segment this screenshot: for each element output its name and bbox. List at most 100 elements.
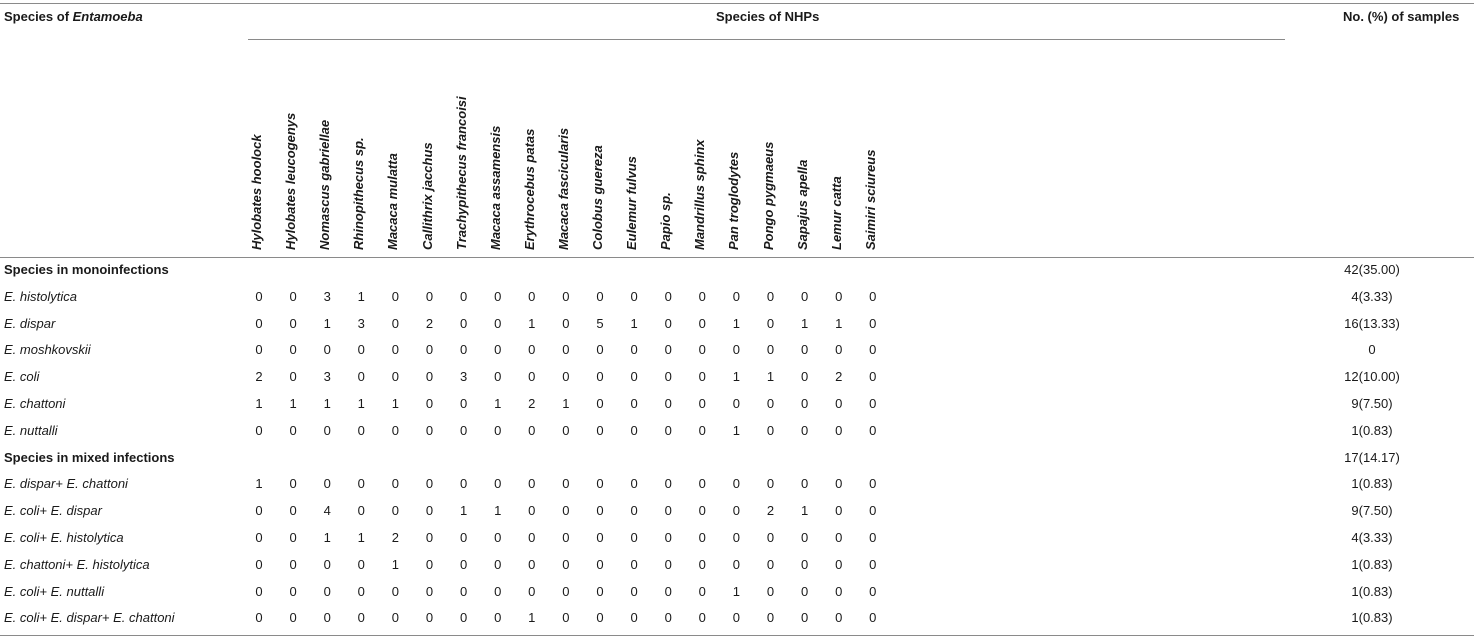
table-cell: 0 (596, 288, 604, 304)
row-label: E. coli+ E. dispar (4, 499, 102, 523)
table-cell: 0 (289, 610, 297, 626)
table-cell: 1 (732, 315, 740, 331)
table-cell: 0 (562, 342, 570, 358)
samples-total-cell: 1(0.83) (1351, 556, 1393, 572)
table-cell: 0 (766, 422, 775, 438)
table-cell: 1 (494, 503, 502, 519)
table-cell: 1 (630, 315, 638, 331)
table-cell: 0 (357, 503, 365, 519)
row-label-text: E. histolytica (4, 288, 77, 304)
table-cell: 0 (766, 315, 775, 331)
table-cell: 0 (698, 610, 706, 626)
table-cell: 0 (835, 503, 843, 519)
bottom-rule (0, 635, 1474, 636)
table-cell: 0 (562, 315, 570, 331)
row-label-text: E. dispar+ E. chattoni (4, 476, 128, 492)
row-label: E. moshkovskii (4, 338, 91, 362)
row-label-text: E. dispar (4, 315, 56, 331)
table-cell: 1 (528, 315, 536, 331)
table-cell: 0 (425, 530, 434, 545)
row-label-text: E. coli+ E. histolytica (4, 530, 124, 545)
table-cell: 0 (835, 583, 843, 599)
table-cell: 0 (425, 556, 434, 572)
row-label: E. coli (4, 365, 39, 389)
table-cell: 0 (630, 369, 638, 385)
row-label-text: E. moshkovskii (4, 342, 91, 358)
table-cell: 0 (835, 396, 843, 411)
table-cell: 0 (528, 503, 536, 519)
species-label-prefix: Species of (4, 9, 73, 24)
table-cell: 0 (289, 556, 297, 572)
table-cell: 0 (698, 530, 706, 545)
table-cell: 1 (357, 396, 365, 411)
nhp-column-label: Callithrix jacchus (419, 142, 435, 250)
table-cell: 0 (835, 288, 843, 304)
table-cell: 0 (630, 556, 638, 572)
table-cell: 0 (835, 530, 843, 545)
table-cell: 0 (835, 476, 843, 492)
table-cell: 0 (323, 610, 331, 626)
table-cell: 0 (494, 610, 502, 626)
nhp-column-label: Hylobates hoolock (249, 134, 264, 250)
table-cell: 0 (630, 422, 638, 438)
nhp-column-label: Sapajus apella (794, 159, 810, 250)
table-cell: 1 (800, 315, 809, 331)
table-cell: 0 (766, 342, 775, 358)
table-cell: 0 (869, 530, 877, 545)
nhp-column-label: Colobus guereza (590, 145, 605, 250)
nhp-group-header: Species of NHPs (716, 9, 820, 24)
table-cell: 0 (562, 556, 570, 572)
table-cell: 0 (698, 288, 706, 304)
table-cell: 0 (596, 342, 604, 358)
section-label: Species in monoinfections (4, 262, 169, 277)
table-row: E. dispar 0 0 1 3 0 2 0 0 1 0 5 1 0 0 1 0 1 1 0 16(13.33) (0, 312, 1474, 336)
table-row: E. moshkovskii 0 0 0 0 0 0 0 0 0 0 0 0 0 0 0 0 0 0 0 0 (0, 338, 1474, 362)
table-cell: 0 (323, 476, 331, 492)
table-cell: 0 (323, 583, 331, 599)
table-cell: 0 (459, 610, 468, 626)
table-cell: 0 (528, 476, 536, 492)
nhp-column-label: Macaca assamensis (487, 125, 503, 250)
table-cell: 0 (766, 556, 775, 572)
table-cell: 0 (664, 422, 672, 438)
table-cell: 0 (800, 288, 809, 304)
row-label: E. coli+ E. dispar+ E. chattoni (4, 606, 175, 630)
table-cell: 1 (357, 530, 365, 545)
nhp-column-label: Rhinopithecus sp. (351, 137, 367, 250)
table-cell: 0 (800, 369, 809, 385)
table-cell: 0 (664, 530, 672, 545)
table-cell: 0 (800, 556, 809, 572)
table-cell: 0 (835, 342, 843, 358)
samples-total-cell: 1(0.83) (1351, 610, 1393, 626)
table-cell: 1 (800, 503, 809, 519)
table-cell: 0 (528, 530, 536, 545)
row-label: E. coli+ E. nuttalli (4, 580, 104, 604)
table-cell: 0 (425, 503, 434, 519)
samples-total-cell: 9(7.50) (1351, 396, 1393, 411)
table-cell: 0 (528, 369, 536, 385)
nhp-column-label: Erythrocebus patas (521, 128, 537, 250)
table-cell: 3 (323, 369, 331, 385)
table-row: E. histolytica 0 0 3 1 0 0 0 0 0 0 0 0 0 0 0 0 0 0 0 4(3.33) (0, 285, 1474, 309)
nhp-column-label: Papio sp. (658, 192, 674, 250)
table-cell: 0 (698, 583, 706, 599)
table-cell: 0 (459, 315, 468, 331)
table-cell: 0 (528, 422, 536, 438)
table-cell: 0 (562, 422, 570, 438)
table-cell: 0 (800, 530, 809, 545)
table-cell: 1 (391, 396, 399, 411)
table-cell: 0 (357, 610, 365, 626)
table-cell: 2 (425, 315, 434, 331)
table-cell: 1 (562, 396, 570, 411)
table-cell: 0 (459, 342, 468, 358)
nhp-column-label: Nomascus gabriellae (317, 119, 333, 250)
table-cell: 0 (869, 556, 877, 572)
table-cell: 0 (630, 610, 638, 626)
table-cell: 0 (596, 369, 604, 385)
table-cell: 0 (459, 583, 468, 599)
table-cell: 0 (630, 288, 638, 304)
table-cell: 0 (732, 530, 740, 545)
table-cell: 0 (459, 396, 468, 411)
samples-total-cell: 4(3.33) (1351, 288, 1393, 304)
table-cell: 0 (391, 342, 399, 358)
